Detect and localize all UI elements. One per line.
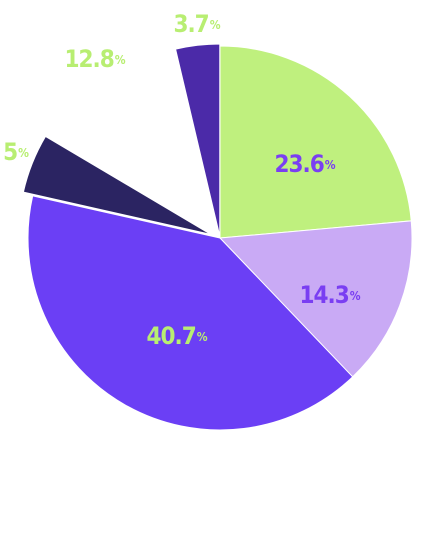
data-label: 14.3% (299, 281, 360, 309)
data-label-value: 5 (3, 138, 17, 166)
data-label-unit: % (18, 146, 29, 160)
data-label-value: 14.3 (299, 281, 348, 309)
data-label-unit: % (325, 158, 336, 172)
pie-slice (27, 195, 354, 431)
data-label: 40.7% (146, 322, 207, 350)
pie-slice (54, 50, 221, 240)
data-label: 3.7% (173, 10, 220, 38)
data-label-unit: % (115, 53, 126, 67)
data-label-value: 40.7 (146, 322, 195, 350)
data-label-value: 3.7 (173, 10, 208, 38)
data-label: 5% (3, 138, 29, 166)
data-label-unit: % (350, 289, 361, 303)
data-label-value: 12.8 (64, 45, 113, 73)
data-label: 12.8% (64, 45, 125, 73)
data-label: 23.6% (274, 150, 335, 178)
pie-slice (219, 45, 412, 239)
pie-slice (218, 220, 413, 378)
data-label-unit: % (197, 330, 208, 344)
pie-slice (174, 43, 221, 237)
data-label-unit: % (210, 18, 221, 32)
pie-slice (22, 135, 211, 235)
data-label-value: 23.6 (274, 150, 323, 178)
